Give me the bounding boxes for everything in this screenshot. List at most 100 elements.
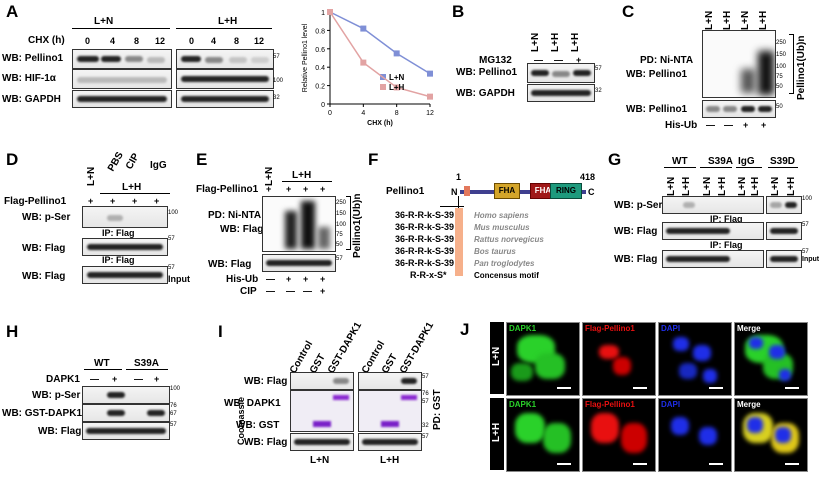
species-name: Mus musculus [474,223,530,232]
mw-marker: 75 [776,74,783,80]
treat-val: + [743,120,749,130]
c-terminus: C [588,187,595,197]
motif-label: Concensus motif [474,271,539,280]
lane-label: L+H [550,32,561,52]
x-tick-label: 12 [426,110,434,117]
data-point [360,59,367,66]
panel-label-a: A [6,2,19,21]
treatment-label: CIP [240,286,257,297]
input-label: Input [168,274,190,284]
group-label: S39D [770,156,796,167]
row-label-box: L+N [490,322,504,394]
western-blot [82,266,168,284]
ip-label: IP: Flag [710,240,743,250]
mw-marker: 67 [170,411,177,417]
group-label: L+H [380,455,400,466]
treat-val: — [724,120,733,130]
row-label: PD: Ni-NTA [640,55,694,66]
mw-marker: 57 [168,265,175,271]
treat-val: — [134,374,143,384]
coomassie-gel [358,390,422,432]
mw-marker: 57 [422,374,429,380]
species-name: Pan troglodytes [474,259,535,268]
seq-row: 36-R-R-k-S-39 [395,258,455,268]
row-label: WB: Flag [38,426,82,437]
y-axis-label: Relative Pellino1 level [302,23,309,92]
row-label: WB: Flag [614,226,658,237]
row-label: WB: DAPK1 [224,398,281,409]
motif: R-R-x-S* [410,270,447,280]
row-label: WB: GAPDH [456,88,515,99]
western-blot [72,90,172,108]
row-label: WB: Flag [614,254,658,265]
row-label: WB: Flag [244,376,288,387]
channel-label: Flag-Pellino1 [585,324,635,333]
ip-label: IP: Flag [102,255,135,265]
lane-label: L+N [770,176,781,196]
time-label: 4 [110,36,116,46]
y-tick-label: 0.4 [315,65,325,72]
row-label: WB: p-Ser [614,200,663,211]
panel-label-h: H [6,322,19,341]
protein-label: Pellino1 [386,186,425,197]
micrograph-flag-pellino1: Flag-Pellino1 [582,398,656,472]
treat-val: + [286,274,292,284]
legend-swatch [380,84,386,90]
lane-label: L+H [681,176,692,196]
row-label: L+N [491,346,502,366]
western-blot [82,238,168,256]
time-label: 0 [85,36,91,46]
mw-marker: 150 [776,52,787,58]
panel-label-c: C [622,2,635,21]
lane-label: L+N [702,176,713,196]
species-name: Bos taurus [474,247,516,256]
channel-label: DAPI [661,400,681,409]
treat-val: + [303,274,309,284]
mw-marker: 32 [273,95,280,101]
mw-marker: 100 [170,386,181,392]
y-tick-label: 1 [321,10,325,17]
row-label: L+H [491,422,502,442]
group-label: IgG [738,156,755,167]
mw-marker: 50 [336,242,343,248]
panel-label-j: J [460,320,470,339]
western-blot [766,222,802,240]
western-blot [662,250,764,268]
micrograph-dapk1: DAPK1 [506,322,580,396]
treat-val: + [154,374,160,384]
side-label: Pellino1(Ub)n [352,193,363,258]
input-label: Input [802,256,820,263]
western-blot [702,100,776,118]
western-blot [72,69,172,89]
western-blot [176,69,274,89]
lane-label: PBS [106,150,126,174]
lane-label: GST-DAPK1 [326,320,365,376]
group-label: WT [672,156,688,167]
x-tick-label: 0 [328,110,332,117]
western-blot [766,250,802,268]
mw-marker: 100 [336,222,347,228]
mw-marker: 100 [168,210,179,216]
ip-label: IP: Flag [710,214,743,224]
domain-ring: RING [550,183,582,199]
mw-marker: 100 [273,78,284,84]
treat-val: — [706,120,715,130]
lane-label: L+H [750,176,761,196]
data-point [393,84,400,91]
species-name: Homo sapiens [474,211,529,220]
treat-val: + [154,196,160,206]
group-label: L+H [292,170,312,181]
lane-label: L+N [666,176,677,196]
treat-val: + [132,196,138,206]
mw-marker: 75 [336,232,343,238]
row-label: WB: Flag [22,271,66,282]
western-blot [176,49,274,69]
row-label: WB: p-Ser [22,212,71,223]
series-line [329,11,431,98]
legend-label: L+N [389,73,405,82]
treat-val: — [534,55,543,65]
data-point [427,70,433,77]
treat-val: + [303,184,309,194]
time-label: 0 [189,36,195,46]
row-label: WB: GST-DAPK1 [2,408,82,419]
